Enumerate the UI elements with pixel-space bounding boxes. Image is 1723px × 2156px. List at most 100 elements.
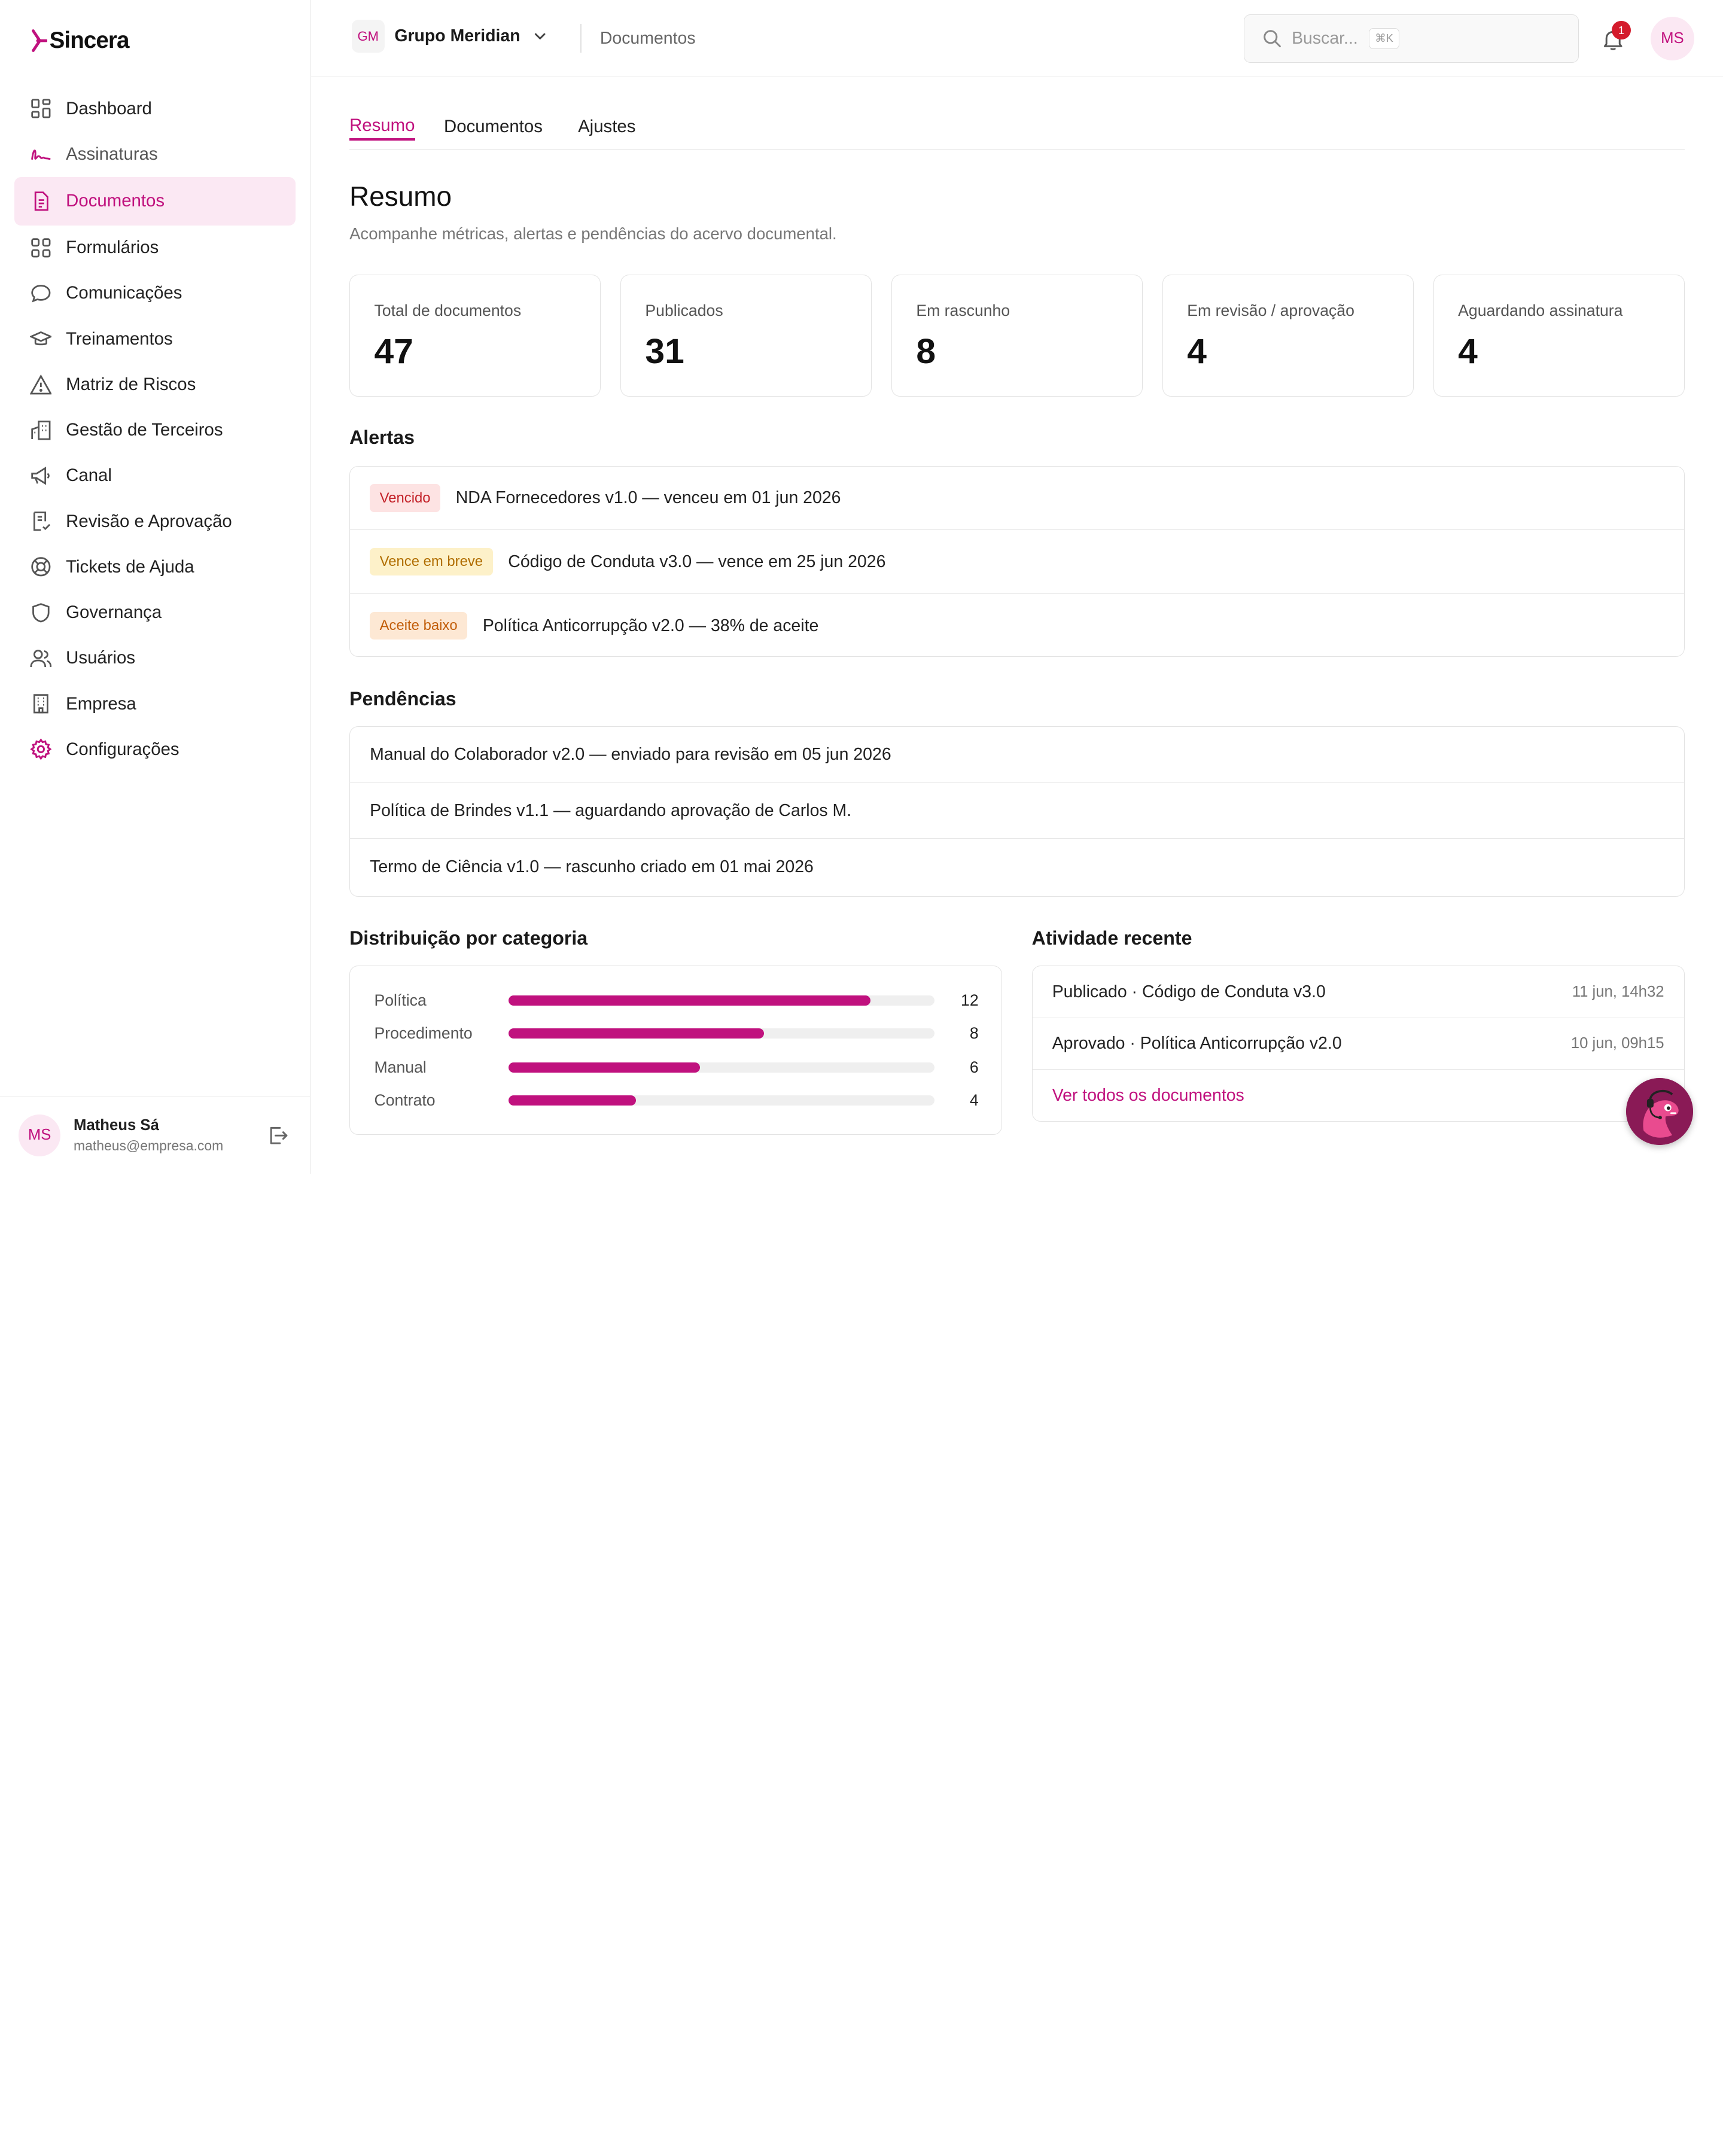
page-subtitle: Acompanhe métricas, alertas e pendências… [349, 224, 837, 243]
view-all-documents-link[interactable]: Ver todos os documentos [1052, 1085, 1244, 1105]
header-avatar[interactable]: MS [1650, 16, 1695, 60]
stat-card-total: Total de documentos 47 [349, 275, 601, 397]
org-badge: GM [351, 20, 385, 53]
org-switcher[interactable]: GM Grupo Meridian [351, 20, 549, 53]
search-input[interactable]: Buscar... ⌘K [1244, 14, 1579, 63]
main-area: GM Grupo Meridian Documentos Buscar... ⌘… [310, 0, 1723, 1174]
sidebar-item-label: Gestão de Terceiros [66, 420, 223, 440]
pending-card: Manual do Colaborador v2.0 — enviado par… [349, 726, 1685, 897]
sidebar-item-label: Revisão e Aprovação [66, 511, 232, 531]
forms-grid-icon [31, 238, 51, 258]
distribution-bar [508, 1062, 701, 1073]
document-icon [34, 191, 48, 211]
sidebar-item-comunicacoes[interactable]: Comunicações [14, 270, 296, 316]
gear-icon [29, 738, 52, 760]
stat-card-revisao: Em revisão / aprovação 4 [1162, 275, 1414, 397]
alerts-card: Vencido NDA Fornecedores v1.0 — venceu e… [349, 465, 1685, 657]
sidebar-item-label: Documentos [66, 191, 165, 211]
sidebar-item-formularios[interactable]: Formulários [14, 225, 296, 271]
breadcrumb[interactable]: Documentos [599, 28, 696, 48]
sidebar-item-matriz-de-riscos[interactable]: Matriz de Riscos [14, 361, 296, 407]
tab-resumo[interactable]: Resumo [349, 115, 415, 135]
building-icon [33, 694, 48, 714]
distribution-label: Política [374, 991, 427, 1009]
sidebar-item-treinamentos[interactable]: Treinamentos [14, 316, 296, 362]
sidebar-item-configuracoes[interactable]: Configurações [14, 726, 296, 772]
stat-label: Total de documentos [374, 302, 522, 320]
sidebar-item-label: Usuários [66, 648, 136, 668]
stat-value: 8 [916, 331, 936, 371]
stat-label: Aguardando assinatura [1458, 302, 1623, 320]
user-name: Matheus Sá [74, 1117, 159, 1134]
alert-text: Política Anticorrupção v2.0 — 38% de ace… [482, 616, 819, 635]
sidebar-item-label: Assinaturas [66, 144, 158, 165]
pending-row[interactable]: Política de Brindes v1.1 — aguardando ap… [350, 783, 1684, 839]
sidebar-item-dashboard[interactable]: Dashboard [14, 86, 296, 132]
stat-card-rascunho: Em rascunho 8 [891, 275, 1143, 397]
sidebar-item-documentos[interactable]: Documentos [14, 176, 296, 226]
activity-time: 10 jun, 09h15 [1570, 1034, 1664, 1052]
distribution-card: Política 12 Procedimento 8 Manual 6 Cont… [349, 966, 1003, 1135]
document-check-icon [33, 511, 50, 531]
alert-text: NDA Fornecedores v1.0 — venceu em 01 jun… [455, 488, 841, 507]
distribution-value: 12 [961, 991, 979, 1009]
sidebar-item-label: Formulários [66, 237, 159, 258]
alert-row[interactable]: Vence em breve Código de Conduta v3.0 — … [350, 530, 1684, 594]
sidebar: Sincera Dashboard Assinaturas Do [0, 0, 311, 1174]
stat-value: 4 [1458, 331, 1478, 371]
alert-text: Código de Conduta v3.0 — vence em 25 jun… [508, 552, 886, 571]
sidebar-item-label: Dashboard [66, 98, 152, 118]
alert-row[interactable]: Vencido NDA Fornecedores v1.0 — venceu e… [350, 467, 1684, 531]
distribution-row: Política 12 [374, 989, 978, 1012]
logout-icon[interactable] [266, 1123, 290, 1147]
search-shortcut: ⌘K [1369, 28, 1400, 49]
graduation-cap-icon [29, 331, 52, 346]
pending-text: Política de Brindes v1.1 — aguardando ap… [370, 800, 852, 820]
sidebar-item-label: Matriz de Riscos [66, 374, 196, 394]
topbar: GM Grupo Meridian Documentos Buscar... ⌘… [310, 0, 1723, 77]
alert-row[interactable]: Aceite baixo Política Anticorrupção v2.0… [350, 594, 1684, 657]
distribution-title: Distribuição por categoria [349, 927, 588, 949]
search-icon [1263, 29, 1281, 47]
distribution-track [508, 1095, 935, 1106]
pending-row[interactable]: Termo de Ciência v1.0 — rascunho criado … [350, 839, 1684, 895]
sidebar-item-usuarios[interactable]: Usuários [14, 635, 296, 681]
tab-documentos[interactable]: Documentos [444, 116, 543, 136]
brand-name: Sincera [49, 27, 130, 53]
sidebar-item-label: Comunicações [66, 283, 182, 303]
chat-bubble-icon [31, 285, 51, 303]
status-badge: Vencido [370, 484, 441, 512]
warning-triangle-icon [29, 374, 52, 394]
activity-row[interactable]: Aprovado · Política Anticorrupção v2.0 1… [1032, 1018, 1684, 1070]
activity-card: Publicado · Código de Conduta v3.0 11 ju… [1031, 966, 1685, 1122]
distribution-value: 8 [969, 1024, 979, 1042]
sidebar-item-gestao-de-terceiros[interactable]: Gestão de Terceiros [14, 407, 296, 453]
sidebar-item-label: Governança [66, 602, 162, 623]
distribution-bar [508, 1095, 637, 1106]
sidebar-item-label: Configurações [66, 739, 179, 759]
sidebar-item-label: Empresa [66, 693, 136, 714]
user-profile: MS Matheus Sá matheus@empresa.com [0, 1097, 310, 1174]
sidebar-item-revisao-e-aprovacao[interactable]: Revisão e Aprovação [14, 498, 296, 544]
stat-card-assinatura: Aguardando assinatura 4 [1433, 275, 1685, 397]
alerts-title: Alertas [349, 426, 415, 448]
distribution-row: Manual 6 [374, 1056, 978, 1079]
sidebar-item-canal[interactable]: Canal [14, 453, 296, 499]
content: Resumo Documentos Ajustes Resumo Acompan… [349, 77, 1685, 1135]
stat-value: 4 [1187, 331, 1207, 371]
org-name: Grupo Meridian [394, 26, 520, 46]
user-meta: Matheus Sá matheus@empresa.com [74, 1117, 223, 1154]
user-avatar[interactable]: MS [19, 1114, 60, 1156]
distribution-track [508, 1062, 935, 1073]
sidebar-item-governanca[interactable]: Governança [14, 590, 296, 636]
sidebar-item-assinaturas[interactable]: Assinaturas [14, 131, 296, 177]
sidebar-item-tickets-de-ajuda[interactable]: Tickets de Ajuda [14, 544, 296, 590]
sidebar-item-empresa[interactable]: Empresa [14, 681, 296, 727]
signature-icon [31, 149, 51, 160]
support-chat-button[interactable] [1626, 1077, 1694, 1145]
activity-row[interactable]: Publicado · Código de Conduta v3.0 11 ju… [1032, 966, 1684, 1018]
tab-ajustes[interactable]: Ajustes [578, 116, 636, 136]
chevron-down-icon [534, 33, 546, 39]
brand-logo[interactable]: Sincera [30, 28, 129, 54]
pending-row[interactable]: Manual do Colaborador v2.0 — enviado par… [350, 727, 1684, 783]
